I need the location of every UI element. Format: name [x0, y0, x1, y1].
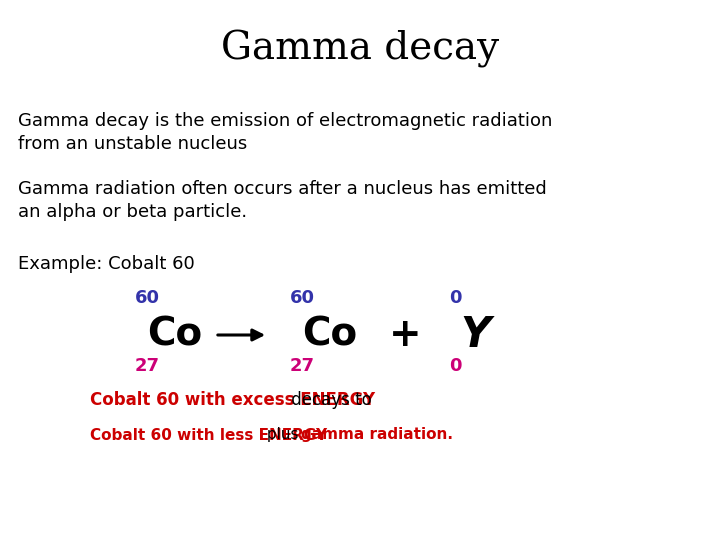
Text: 0: 0 [449, 289, 462, 307]
Text: plus: plus [261, 428, 303, 442]
Text: gamma radiation.: gamma radiation. [301, 428, 453, 442]
Text: Co: Co [302, 316, 358, 354]
Text: decays to: decays to [286, 391, 372, 409]
Text: Co: Co [148, 316, 202, 354]
Text: Cobalt 60 with less ENERGY: Cobalt 60 with less ENERGY [90, 428, 327, 442]
Text: Example: Cobalt 60: Example: Cobalt 60 [18, 255, 194, 273]
Text: 27: 27 [289, 357, 315, 375]
Text: 60: 60 [135, 289, 160, 307]
Text: 27: 27 [135, 357, 160, 375]
Text: +: + [389, 316, 421, 354]
Text: Gamma decay: Gamma decay [221, 30, 499, 68]
Text: Gamma decay is the emission of electromagnetic radiation
from an unstable nucleu: Gamma decay is the emission of electroma… [18, 112, 552, 153]
Text: 0: 0 [449, 357, 462, 375]
Text: Gamma radiation often occurs after a nucleus has emitted
an alpha or beta partic: Gamma radiation often occurs after a nuc… [18, 180, 546, 221]
Text: Cobalt 60 with excess ENERGY: Cobalt 60 with excess ENERGY [90, 391, 375, 409]
Text: 60: 60 [289, 289, 315, 307]
Text: Y: Y [460, 314, 490, 356]
